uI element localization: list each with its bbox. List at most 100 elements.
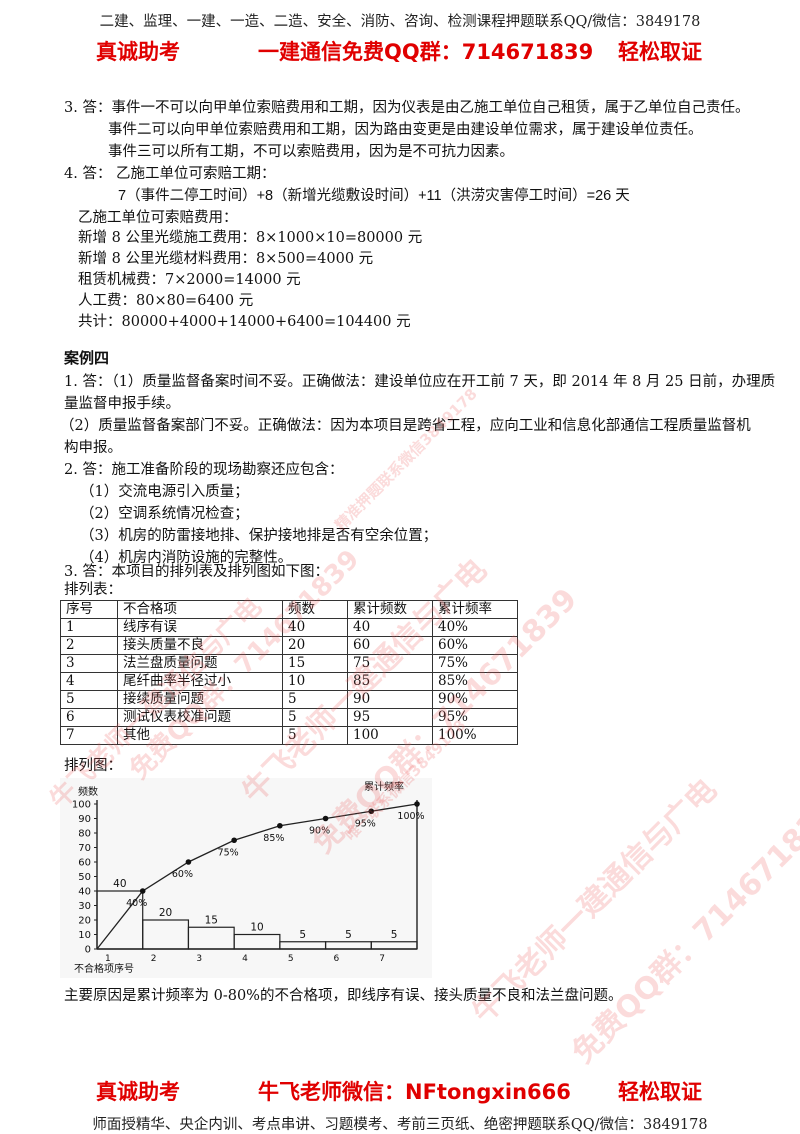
table-cell: 15 [282, 654, 348, 673]
table-cell: 接头质量不良 [117, 636, 283, 655]
table-row: 3 法兰盘质量问题 15 75 75% [60, 654, 518, 673]
y-tick-label: 60 [78, 858, 91, 869]
cumulative-point [414, 801, 420, 807]
footer-right-slogan: 轻松取证 [618, 1080, 702, 1104]
table-cell: 3 [60, 654, 118, 673]
bar-label: 5 [391, 929, 398, 941]
y-tick-label: 50 [78, 872, 91, 883]
qq-group-title: 一建通信免费QQ群：714671839 [258, 40, 594, 64]
table-cell: 90% [432, 690, 518, 709]
watermark-text: 免费QQ群：714671839 [565, 791, 800, 1071]
table-cell: 6 [60, 708, 118, 727]
table-cell: 40 [282, 618, 348, 637]
table-header-cell: 序号 [60, 600, 118, 619]
table-row: 6 测试仪表校准问题 5 95 95% [60, 708, 518, 727]
bar-label: 20 [159, 907, 172, 919]
table-cell: 其他 [117, 726, 283, 745]
table-row: 1 线序有误 40 40 40% [60, 618, 518, 637]
table-row: 5 接续质量问题 5 90 90% [60, 690, 518, 709]
table-cell: 60% [432, 636, 518, 655]
x-tick-label: 4 [242, 954, 248, 964]
table-cell: 100 [347, 726, 433, 745]
x-tick-label: 5 [288, 954, 294, 964]
table-cell: 5 [282, 708, 348, 727]
cumulative-label: 90% [309, 826, 330, 837]
bar-label: 10 [250, 922, 263, 934]
table-cell: 线序有误 [117, 618, 283, 637]
survey-item-3: （3）机房的防雷接地排、保护接地排是否有空余位置； [80, 528, 438, 544]
right-slogan: 轻松取证 [618, 40, 702, 64]
cumulative-point [185, 859, 192, 865]
y2-axis-title: 累计频率 [364, 780, 404, 793]
table-cell: 2 [60, 636, 118, 655]
survey-item-1: （1）交流电源引入质量； [80, 484, 249, 500]
case4-answer-1-2: （2）质量监督备案部门不妥。正确做法：因为本项目是跨省工程，应向工业和信息化部通… [60, 418, 751, 434]
cost-item-1: 新增 8 公里光缆施工费用：8×1000×10=80000 元 [78, 230, 423, 246]
cumulative-label: 95% [355, 818, 376, 829]
footer-left-slogan: 真诚助考 [96, 1080, 180, 1104]
chart-label: 排列图： [64, 758, 122, 774]
table-cell: 5 [60, 690, 118, 709]
table-label: 排列表： [64, 582, 122, 598]
case4-answer-2: 2. 答：施工准备阶段的现场勘察还应包含： [64, 462, 344, 478]
wechat-title: 牛飞老师微信：NFtongxin666 [258, 1080, 571, 1104]
table-cell: 尾纤曲率半径过小 [117, 672, 283, 691]
answer-3: 3. 答：事件一不可以向甲单位索赔费用和工期，因为仪表是由乙施工单位自己租赁，属… [64, 100, 750, 116]
y-tick-label: 10 [78, 930, 91, 941]
table-cell: 20 [282, 636, 348, 655]
y-tick-label: 80 [78, 829, 91, 840]
bar-label: 40 [113, 878, 126, 890]
header-slogan-row: 真诚助考 一建通信免费QQ群：714671839 轻松取证 [0, 34, 800, 68]
y-tick-label: 100 [72, 800, 91, 811]
table-cell: 40 [347, 618, 433, 637]
y-tick-label: 90 [78, 814, 91, 825]
cumulative-label: 60% [172, 869, 193, 880]
table-header-cell: 频数 [282, 600, 348, 619]
y-tick-label: 70 [78, 843, 91, 854]
table-cell: 60 [347, 636, 433, 655]
bar [370, 941, 418, 950]
cost-title: 乙施工单位可索赔费用： [78, 210, 238, 226]
answer-4: 4. 答： 乙施工单位可索赔工期： [64, 166, 276, 182]
table-cell: 10 [282, 672, 348, 691]
cumulative-point [231, 837, 237, 844]
x-tick-label: 1 [105, 954, 111, 964]
case4-heading: 案例四 [64, 349, 110, 367]
bar-label: 5 [299, 929, 306, 941]
cost-total: 共计：80000+4000+14000+6400=104400 元 [78, 314, 411, 330]
cumulative-label: 40% [126, 898, 147, 909]
pareto-chart: 频数 累计频率 不合格项序号 0 10 20 30 40 50 60 70 80 90 100 40 1… [60, 778, 432, 978]
conclusion: 主要原因是累计频率为 0-80%的不合格项，即线序有误、接头质量不良和法兰盘问题… [64, 988, 623, 1004]
answer-3-event3: 事件三可以所有工期，不可以索赔费用，因为是不可抗力因素。 [108, 144, 514, 160]
x-axis-title: 不合格项序号 [74, 962, 134, 975]
table-row: 7 其他 5 100 100% [60, 726, 518, 745]
y-tick-label: 0 [85, 945, 91, 956]
y-axis-title: 频数 [78, 785, 98, 798]
x-tick-label: 2 [151, 954, 157, 964]
table-cell: 5 [282, 690, 348, 709]
table-row: 4 尾纤曲率半径过小 10 85 85% [60, 672, 518, 691]
cumulative-point [277, 822, 283, 829]
cumulative-point [139, 888, 146, 894]
duration-formula: 7（事件二停工时间）+8（新增光缆敷设时间）+11（洪涝灾害停工时间）=26 天 [118, 188, 630, 204]
left-slogan: 真诚助考 [96, 40, 180, 64]
cost-item-4: 人工费：80×80=6400 元 [78, 293, 254, 309]
footer-contact-banner: 师面授精华、央企内训、考点串讲、习题模考、考前三页纸、绝密押题联系QQ/微信：3… [92, 1117, 708, 1133]
cost-item-2: 新增 8 公里光缆材料费用：8×500=4000 元 [78, 251, 374, 267]
table-cell: 法兰盘质量问题 [117, 654, 283, 673]
table-cell: 40% [432, 618, 518, 637]
x-tick-label: 3 [196, 954, 202, 964]
top-contact-banner: 二建、监理、一建、一造、二造、安全、消防、咨询、检测课程押题联系QQ/微信：38… [99, 14, 701, 30]
cost-item-3: 租赁机械费：7×2000=14000 元 [78, 272, 301, 288]
table-cell: 85% [432, 672, 518, 691]
table-cell: 100% [432, 726, 518, 745]
table-header-row: 序号 不合格项 频数 累计频数 累计频率 [60, 600, 518, 619]
case4-answer-1: 1. 答：（1）质量监督备案时间不妥。正确做法：建设单位应在开工前 7 天，即 … [64, 374, 776, 390]
cumulative-label: 85% [263, 833, 284, 844]
pareto-chart-svg: 频数 累计频率 不合格项序号 0 10 20 30 40 50 60 70 80 90 100 40 1… [60, 778, 432, 978]
chart-marks: 0 10 20 30 40 50 60 70 80 90 100 40 1 20 2 15 3 10 4 5 5 5 6 5 7… [72, 800, 425, 965]
cumulative-label: 75% [218, 847, 239, 858]
x-tick-label: 6 [334, 954, 340, 964]
y-tick-label: 30 [78, 901, 91, 912]
table-header-cell: 累计频率 [432, 600, 518, 619]
